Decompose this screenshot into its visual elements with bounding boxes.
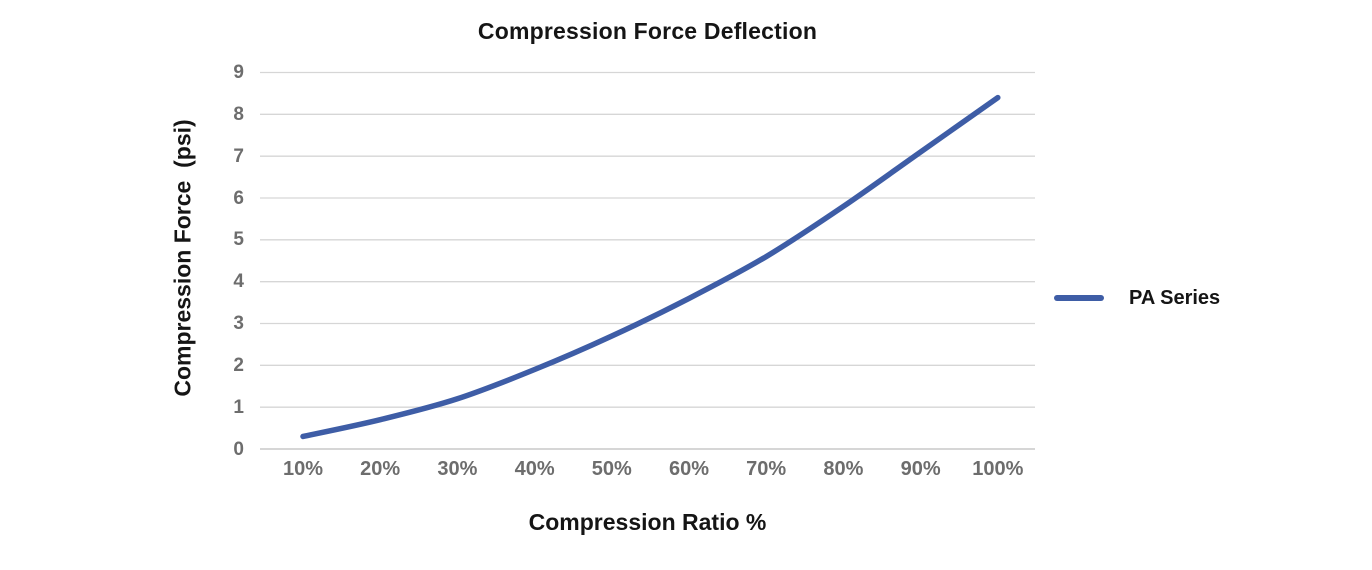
y-tick-label: 2 — [233, 354, 244, 376]
legend-series-label: PA Series — [1129, 286, 1221, 309]
y-tick-label: 9 — [233, 62, 244, 83]
x-tick-label: 90% — [900, 458, 941, 480]
x-tick-label: 80% — [823, 458, 864, 480]
y-tick-label: 4 — [233, 271, 244, 293]
legend: PA Series — [1053, 285, 1220, 311]
x-tick-label: 30% — [437, 458, 478, 480]
x-tick-label: 100% — [972, 458, 1024, 480]
x-tick-label: 10% — [282, 458, 324, 480]
x-tick-label: 60% — [668, 458, 710, 480]
series-line-pa-series — [300, 94, 1001, 440]
y-tick-label: 5 — [233, 229, 244, 251]
x-tick-label: 50% — [591, 458, 632, 480]
x-tick-label: 40% — [514, 458, 555, 480]
y-tick-label: 0 — [233, 438, 244, 460]
y-tick-label: 8 — [233, 103, 244, 125]
x-axis-title: Compression Ratio % — [528, 509, 767, 535]
x-tick-label: 20% — [360, 458, 401, 480]
y-tick-label: 7 — [233, 145, 244, 167]
chart-title: Compression Force Deflection — [477, 18, 818, 44]
y-tick-label: 6 — [233, 187, 244, 209]
legend-line-swatch — [1054, 295, 1104, 301]
x-tick-label: 70% — [746, 458, 787, 480]
y-tick-label: 3 — [233, 313, 244, 334]
y-tick-label: 1 — [233, 396, 244, 418]
